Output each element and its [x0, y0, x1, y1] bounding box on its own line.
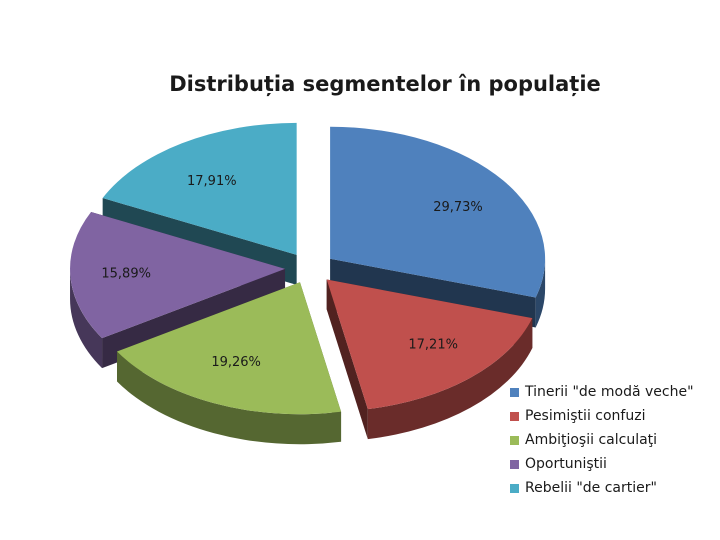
legend-swatch-3 — [510, 459, 519, 469]
slice-side-0-0 — [535, 258, 546, 328]
legend-label-4: Rebelii "de cartier" — [525, 480, 657, 496]
slice-label-2: 19,26% — [211, 355, 261, 370]
pie-slice-3 — [70, 211, 286, 339]
slice-label-0: 29,73% — [433, 200, 483, 215]
pie-slice-4 — [102, 122, 297, 255]
slice-side-2-0 — [117, 351, 342, 445]
legend-item-0: Tinerii "de modă veche" — [510, 380, 694, 404]
slice-label-3: 15,89% — [101, 267, 151, 282]
slice-side-3-0 — [70, 268, 103, 369]
legend-label-1: Pesimiştii confuzi — [525, 408, 646, 424]
legend-swatch-2 — [510, 435, 519, 445]
legend-swatch-1 — [510, 411, 519, 421]
legend-label-2: Ambiţioşii calculaţi — [525, 432, 658, 448]
legend-item-2: Ambiţioşii calculaţi — [510, 428, 694, 452]
legend-swatch-0 — [510, 387, 519, 397]
slice-side-1-0 — [367, 318, 533, 440]
legend-swatch-4 — [510, 483, 519, 493]
slice-wall-1-1 — [326, 279, 368, 440]
legend-item-4: Rebelii "de cartier" — [510, 476, 694, 500]
legend-label-3: Oportuniştii — [525, 456, 607, 472]
slice-label-1: 17,21% — [408, 337, 458, 352]
legend-item-1: Pesimiştii confuzi — [510, 404, 694, 428]
legend-label-0: Tinerii "de modă veche" — [525, 384, 694, 400]
slice-label-4: 17,91% — [187, 174, 237, 189]
pie-slice-2 — [117, 282, 342, 415]
pie-slice-0 — [330, 126, 546, 298]
pie-slice-1 — [326, 279, 533, 410]
legend-item-3: Oportuniştii — [510, 452, 694, 476]
legend: Tinerii "de modă veche" Pesimiştii confuz… — [510, 380, 694, 500]
chart-title: Distribuția segmentelor în populație — [169, 72, 601, 96]
